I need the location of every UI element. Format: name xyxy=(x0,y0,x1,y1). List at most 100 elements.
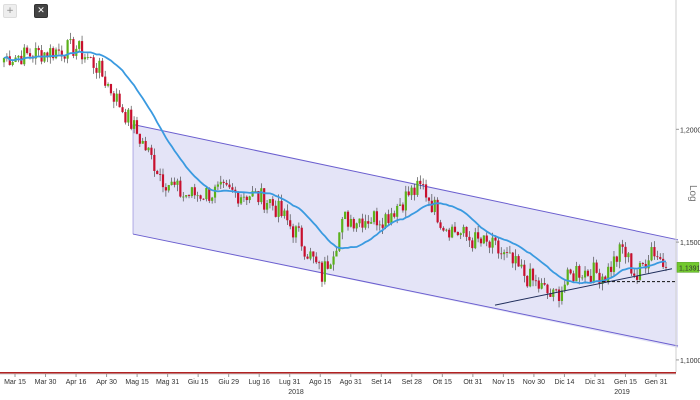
candle xyxy=(239,194,243,206)
candle xyxy=(364,214,367,230)
candle-body xyxy=(638,263,642,280)
candle xyxy=(245,195,248,206)
candle xyxy=(271,196,274,211)
candle-body xyxy=(375,211,379,226)
candle-body xyxy=(332,256,335,265)
candle xyxy=(20,50,23,65)
candle-body xyxy=(306,256,309,259)
candle xyxy=(505,247,509,258)
candle xyxy=(124,108,127,125)
candle xyxy=(346,210,350,231)
candle xyxy=(595,259,598,274)
candle-body xyxy=(211,197,214,201)
candle-body xyxy=(364,221,367,228)
candle xyxy=(445,228,448,232)
candle xyxy=(170,177,173,186)
candle xyxy=(508,245,511,254)
candle-body xyxy=(118,93,121,108)
candle-body xyxy=(80,41,84,60)
candle-body xyxy=(511,252,514,264)
x-tick-label: Giu 29 xyxy=(218,379,239,386)
candle-body xyxy=(612,256,616,272)
candle xyxy=(40,44,43,65)
candle-body xyxy=(271,199,274,206)
candle xyxy=(387,209,390,226)
candle xyxy=(54,47,58,60)
candle xyxy=(303,245,306,260)
candle-body xyxy=(237,191,240,204)
close-button[interactable]: ✕ xyxy=(34,4,48,18)
candle xyxy=(69,32,72,45)
candle-body xyxy=(448,229,451,238)
candle-body xyxy=(459,233,462,236)
candle-body xyxy=(182,196,185,198)
candle-body xyxy=(312,251,315,257)
candle xyxy=(37,45,40,57)
candle xyxy=(286,204,289,225)
candle-body xyxy=(28,53,32,57)
candle-body xyxy=(225,182,228,185)
candle-body xyxy=(164,187,167,191)
candle xyxy=(78,40,81,52)
candle-body xyxy=(531,268,535,281)
candle-body xyxy=(352,218,355,229)
candle xyxy=(370,217,373,224)
candle xyxy=(173,177,176,188)
last-price-badge xyxy=(676,262,700,273)
candle xyxy=(89,56,92,59)
candle xyxy=(424,179,428,202)
candle-body xyxy=(329,264,332,269)
candle xyxy=(341,216,344,240)
candle-body xyxy=(196,195,199,197)
candle-body xyxy=(517,256,520,267)
candle xyxy=(583,266,587,284)
candle-body xyxy=(630,253,633,274)
candle-body xyxy=(653,247,656,257)
candle xyxy=(586,269,590,277)
candle-body xyxy=(627,253,630,258)
close-icon: ✕ xyxy=(37,6,45,16)
candle-body xyxy=(534,280,538,282)
candle xyxy=(560,286,564,305)
candle-body xyxy=(17,55,20,58)
candle xyxy=(66,39,69,64)
candle-body xyxy=(263,188,266,210)
candle-body xyxy=(624,246,627,258)
candle-body xyxy=(326,261,329,269)
candle xyxy=(283,208,286,219)
candle-body xyxy=(439,222,442,228)
candle-body xyxy=(303,246,306,257)
candle xyxy=(291,223,295,243)
candle-body xyxy=(57,49,61,51)
candle xyxy=(549,288,552,297)
candle xyxy=(109,83,113,96)
candle-body xyxy=(69,39,72,41)
candle-body xyxy=(583,270,587,278)
candle-body xyxy=(546,284,549,294)
candle xyxy=(132,116,136,134)
candle-body xyxy=(144,140,147,151)
candle-body xyxy=(589,275,592,283)
add-button[interactable]: + xyxy=(3,4,17,18)
channel-upper-line xyxy=(132,123,679,241)
candle-body xyxy=(176,180,179,185)
candle-body xyxy=(505,252,509,254)
candle-body xyxy=(401,204,405,211)
candle xyxy=(57,43,61,55)
candle xyxy=(251,185,254,197)
candle-body xyxy=(621,244,624,247)
candle-body xyxy=(488,241,491,248)
candle xyxy=(523,260,526,283)
candle-body xyxy=(662,258,665,267)
candle xyxy=(422,178,425,190)
x-tick-label: Set 28 xyxy=(402,379,422,386)
candle-body xyxy=(318,262,321,264)
candle xyxy=(263,188,266,214)
candle xyxy=(248,195,251,204)
candle xyxy=(106,82,110,88)
x-tick-label: Mar 15 xyxy=(4,379,26,386)
candle xyxy=(462,224,465,237)
candle xyxy=(474,227,477,250)
candle xyxy=(572,270,575,283)
